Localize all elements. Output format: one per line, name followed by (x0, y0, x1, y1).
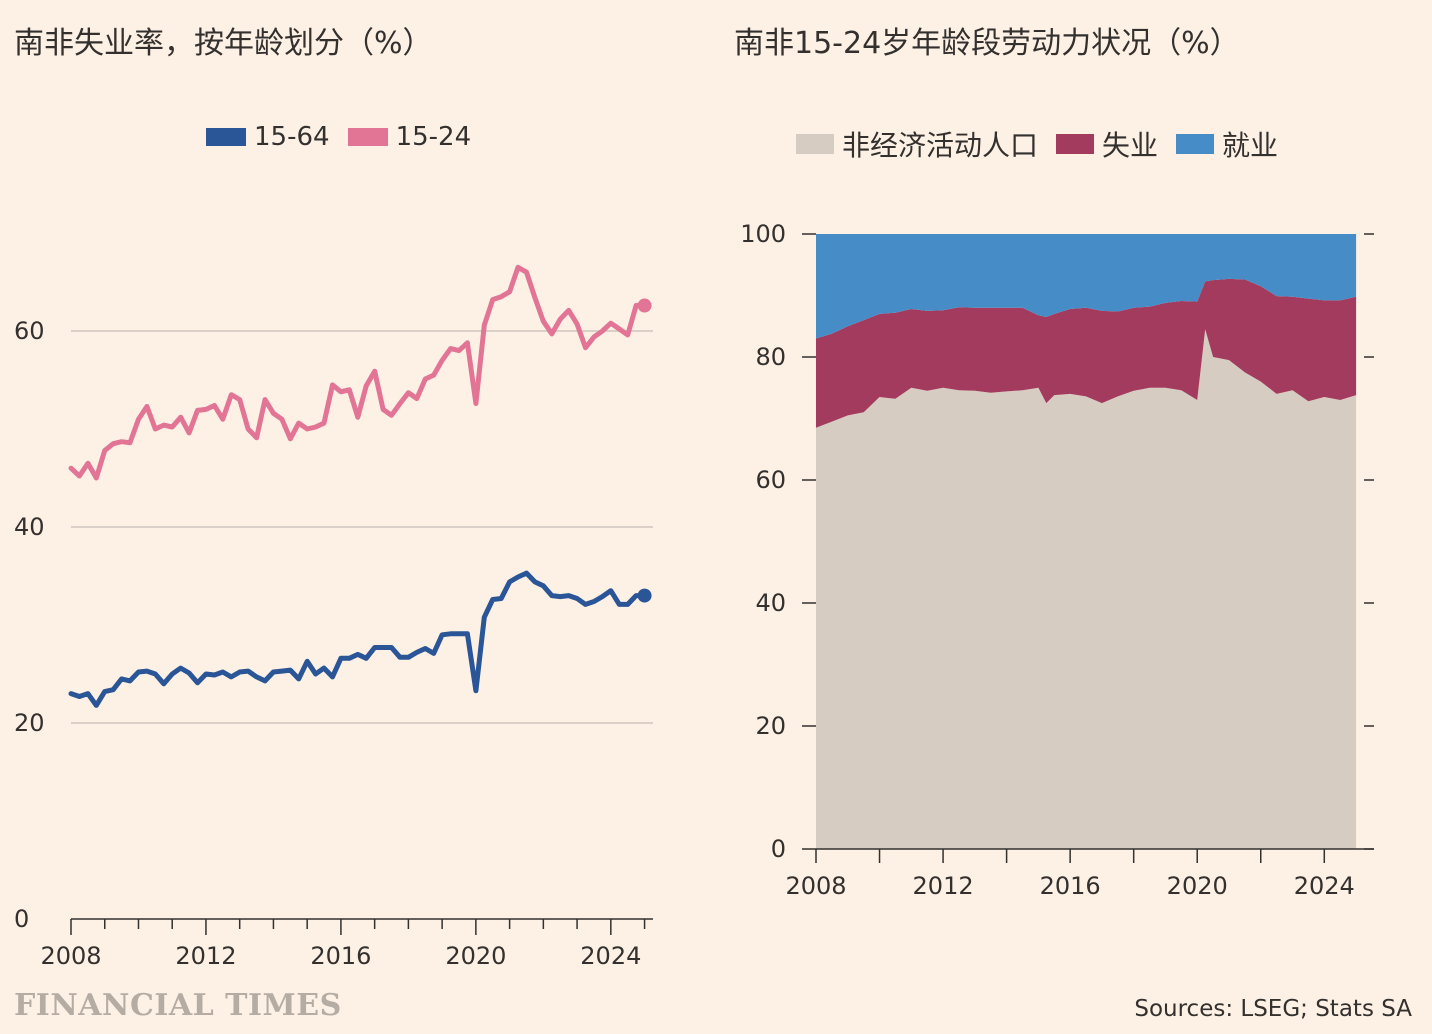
legend-label-employed: 就业 (1222, 129, 1279, 162)
legend-label-15-64: 15-64 (254, 122, 330, 152)
y-tick-label-right-80: 80 (755, 343, 786, 371)
x-tick-label-right-2024: 2024 (1294, 872, 1355, 900)
legend-swatch-employed (1176, 134, 1215, 154)
left-legend: 15-64 15-24 (206, 122, 489, 152)
right-chart-title: 南非15-24岁年龄段劳动力状况（%） (734, 26, 1240, 61)
y-tick-label-right-40: 40 (755, 589, 786, 617)
area-失业 (816, 278, 1357, 428)
x-tick-label-left-2012: 2012 (175, 942, 236, 970)
y-tick-label-left-60: 60 (14, 317, 45, 345)
left-chart-title: 南非失业率，按年龄划分（%） (14, 26, 433, 61)
legend-label-15-24: 15-24 (395, 122, 472, 152)
x-tick-label-left-2008: 2008 (40, 942, 101, 970)
legend-swatch-15-24 (347, 128, 388, 146)
y-tick-label-right-60: 60 (755, 466, 786, 494)
y-tick-label-right-0: 0 (771, 835, 786, 863)
legend-swatch-15-64 (206, 128, 246, 146)
source-note: Sources: LSEG; Stats SA (1134, 996, 1412, 1022)
y-tick-label-right-100: 100 (740, 220, 786, 248)
legend-item-15-64: 15-64 (206, 122, 330, 152)
y-tick-label-right-20: 20 (755, 712, 786, 740)
area-非经济活动人口 (816, 329, 1357, 849)
x-tick-label-left-2020: 2020 (445, 942, 506, 970)
x-tick-label-right-2012: 2012 (913, 872, 974, 900)
x-tick-label-right-2016: 2016 (1040, 872, 1101, 900)
x-tick-label-left-2024: 2024 (580, 942, 641, 970)
y-tick-label-left-20: 20 (14, 709, 45, 737)
legend-item-employed: 就业 (1176, 124, 1278, 164)
series-end-marker-15-64 (637, 588, 652, 603)
y-tick-label-left-40: 40 (14, 513, 45, 541)
legend-swatch-unemployed (1056, 134, 1095, 154)
y-tick-label-left-0: 0 (14, 905, 29, 933)
legend-item-15-24: 15-24 (347, 122, 472, 152)
legend-item-inactive: 非经济活动人口 (796, 124, 1038, 164)
ft-brand-logo: FINANCIAL TIMES (14, 988, 342, 1023)
legend-label-inactive: 非经济活动人口 (842, 129, 1039, 162)
right-legend: 非经济活动人口 失业 就业 (796, 124, 1296, 164)
x-tick-label-right-2008: 2008 (785, 872, 846, 900)
series-line-15-24 (68, 264, 648, 481)
x-tick-label-left-2016: 2016 (310, 942, 371, 970)
series-line-15-64 (68, 570, 648, 708)
legend-swatch-inactive (796, 134, 834, 154)
legend-item-unemployed: 失业 (1056, 124, 1158, 164)
x-tick-label-right-2020: 2020 (1167, 872, 1228, 900)
legend-label-unemployed: 失业 (1102, 129, 1159, 162)
area-就业 (816, 234, 1357, 339)
series-end-marker-15-24 (637, 298, 652, 313)
